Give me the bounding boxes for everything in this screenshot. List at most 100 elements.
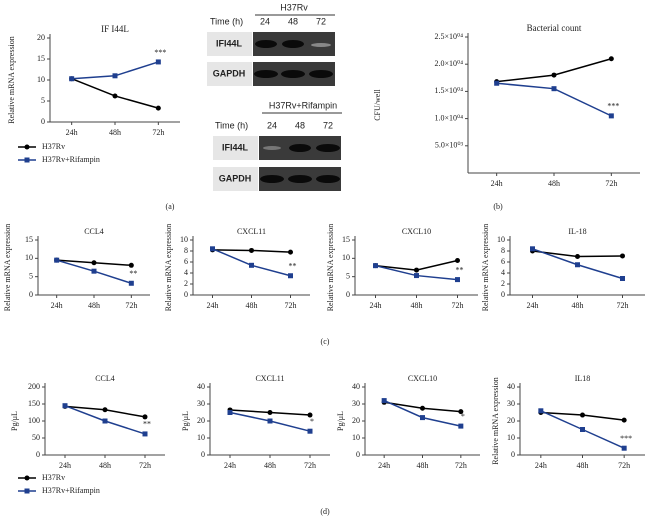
- point: [551, 72, 557, 78]
- row-label-box: [207, 62, 252, 86]
- point: [210, 246, 215, 252]
- y-tick-label: 0: [36, 450, 40, 459]
- x-tick-label: 72h: [605, 179, 617, 188]
- band: [289, 144, 311, 152]
- y-tick-label: 0: [29, 290, 33, 299]
- point: [249, 262, 254, 268]
- y-axis-label: Relative mRNA expression: [481, 224, 490, 312]
- point: [91, 260, 97, 266]
- x-tick-label: 72h: [125, 301, 137, 310]
- x-tick-label: 24h: [51, 301, 63, 310]
- point: [373, 263, 378, 269]
- y-tick-label: 1.5×10⁰⁴: [434, 86, 463, 95]
- row-label-box: [207, 32, 252, 56]
- y-axis-label: Relative mRNA expression: [7, 36, 16, 124]
- point: [288, 273, 293, 279]
- time: 24: [260, 16, 270, 26]
- time: 48: [288, 16, 298, 26]
- band: [263, 146, 281, 150]
- row-label: IFI44L: [216, 38, 243, 48]
- y-axis-label: Relative mRNA expression: [164, 224, 173, 312]
- x-tick-label: 72h: [304, 461, 316, 470]
- point: [530, 246, 535, 252]
- y-tick-label: 50: [32, 433, 40, 442]
- legend-label: H37Rv+Rifampin: [42, 486, 100, 495]
- band: [288, 175, 312, 183]
- panel-label: (c): [321, 337, 330, 346]
- point: [128, 280, 134, 286]
- band: [309, 70, 333, 78]
- y-tick-label: 5: [29, 271, 33, 280]
- point: [420, 415, 425, 421]
- x-tick-label: 48h: [577, 461, 589, 470]
- y-tick-label: 100: [28, 416, 40, 425]
- y-tick-label: 0: [501, 290, 505, 299]
- annotation: ***: [154, 48, 166, 57]
- y-tick-label: 0: [184, 290, 188, 299]
- y-axis-label: Relative mRNA expression: [326, 224, 335, 312]
- annotation: ***: [607, 102, 619, 111]
- blot-group: H37Rv+Rifampin: [269, 100, 337, 110]
- time-label: Time (h): [210, 16, 243, 26]
- chart-title: CCL4: [95, 374, 115, 383]
- time: 48: [295, 120, 305, 130]
- point: [102, 407, 108, 413]
- point: [608, 56, 614, 62]
- y-axis-label: Relative mRNA expression: [3, 224, 12, 312]
- series-line: [71, 78, 159, 109]
- x-tick-label: 24h: [59, 461, 71, 470]
- chart-title: CXCL10: [402, 227, 431, 236]
- y-axis-label: CFU/well: [373, 88, 382, 120]
- y-tick-label: 2: [501, 279, 505, 288]
- x-tick-label: 48h: [548, 179, 560, 188]
- point: [249, 247, 254, 253]
- y-tick-label: 30: [197, 399, 205, 408]
- x-tick-label: 48h: [572, 301, 584, 310]
- point: [420, 405, 425, 411]
- y-tick-label: 40: [507, 382, 515, 391]
- blot-panel: H37Rv+Rifampin Time (h) 24 48 72 IFI44L …: [213, 100, 342, 191]
- chart-title: CCL4: [84, 227, 104, 236]
- y-tick-label: 40: [197, 382, 205, 391]
- point: [155, 59, 161, 65]
- point: [69, 76, 75, 82]
- chart-title: IL18: [575, 374, 591, 383]
- x-tick-label: 24h: [527, 301, 539, 310]
- point: [24, 475, 30, 481]
- row-label: GAPDH: [219, 173, 252, 183]
- point: [54, 257, 60, 263]
- point: [307, 428, 313, 434]
- y-tick-label: 6: [184, 257, 188, 266]
- y-tick-label: 6: [501, 257, 505, 266]
- point: [620, 276, 625, 281]
- band: [316, 175, 340, 183]
- y-tick-label: 20: [507, 416, 515, 425]
- blot-panel: H37Rv Time (h) 24 48 72 IFI44L GAPDH: [207, 2, 335, 86]
- time: 24: [267, 120, 277, 130]
- point: [62, 403, 68, 409]
- annotation: **: [143, 420, 151, 429]
- band: [316, 144, 340, 152]
- band: [311, 43, 331, 47]
- row-label-box: [213, 167, 258, 191]
- annotation: **: [456, 265, 464, 274]
- y-tick-label: 15: [25, 235, 33, 244]
- point: [414, 273, 419, 279]
- row-label: IFI44L: [222, 142, 249, 152]
- band: [260, 175, 284, 183]
- point: [551, 86, 557, 92]
- y-tick-label: 150: [28, 399, 40, 408]
- point: [621, 417, 627, 423]
- y-tick-label: 10: [342, 253, 350, 262]
- point: [227, 410, 233, 415]
- series-line: [496, 58, 612, 83]
- x-tick-label: 48h: [99, 461, 111, 470]
- y-tick-label: 20: [197, 416, 205, 425]
- point: [24, 157, 30, 163]
- point: [575, 254, 580, 259]
- x-tick-label: 24h: [491, 179, 503, 188]
- point: [128, 262, 134, 268]
- y-tick-label: 10: [25, 253, 33, 262]
- band: [255, 40, 277, 48]
- y-tick-label: 0: [201, 450, 205, 459]
